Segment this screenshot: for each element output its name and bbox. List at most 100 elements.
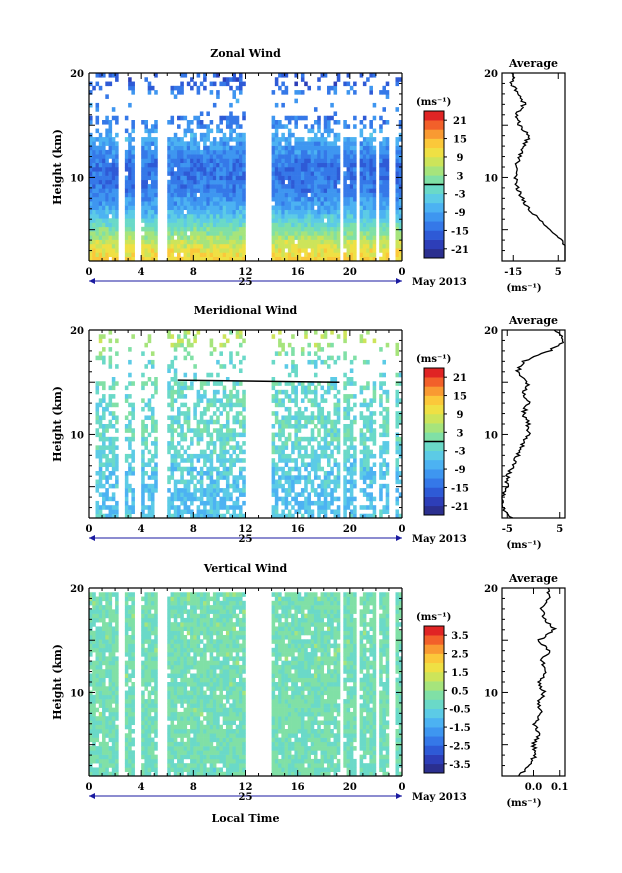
heatmap-cell: [366, 453, 370, 459]
heatmap-cell: [124, 424, 129, 429]
heatmap-cell: [353, 419, 357, 425]
heatmap-cell: [274, 102, 279, 108]
heatmap-cell: [209, 184, 214, 189]
heatmap-cell: [333, 424, 338, 429]
heatmap-cell: [366, 137, 370, 142]
heatmap-cell: [222, 239, 227, 245]
heatmap-cell: [124, 256, 129, 262]
heatmap-cell: [274, 149, 279, 155]
heatmap-cell: [141, 141, 145, 146]
heatmap-cell: [327, 184, 331, 189]
heatmap-cell: [203, 218, 207, 223]
heatmap-cell: [300, 162, 305, 168]
heatmap-cell: [300, 73, 305, 78]
heatmap-cell: [271, 462, 276, 468]
heatmap-cell: [98, 175, 103, 181]
heatmap-cell: [372, 428, 377, 433]
heatmap-cell: [323, 222, 328, 228]
heatmap-cell: [343, 81, 347, 87]
heatmap-cell: [294, 145, 298, 151]
heatmap-cell: [111, 188, 116, 193]
heatmap-cell: [310, 218, 315, 223]
heatmap-cell: [131, 488, 135, 493]
heatmap-cell: [229, 132, 233, 138]
heatmap-cell: [304, 334, 308, 339]
heatmap-cell: [167, 214, 171, 219]
heatmap-cell: [300, 347, 305, 352]
heatmap-cell: [170, 235, 175, 240]
heatmap-cell: [297, 239, 302, 245]
heatmap-cell: [317, 179, 321, 185]
heatmap-cell: [102, 184, 106, 189]
heatmap-cell: [222, 492, 227, 497]
heatmap-cell: [131, 184, 135, 189]
heatmap-cell: [102, 750, 106, 755]
heatmap-cell: [235, 184, 240, 189]
heatmap-cell: [333, 81, 338, 87]
heatmap-cell: [105, 428, 109, 433]
heatmap-cell: [92, 724, 96, 730]
heatmap-cell: [307, 167, 312, 172]
heatmap-cell: [291, 214, 295, 219]
heatmap-cell: [349, 218, 354, 223]
heatmap-cell: [349, 500, 354, 506]
heatmap-cell: [154, 462, 158, 468]
heatmap-cell: [327, 471, 331, 476]
heatmap-cell: [346, 154, 351, 159]
heatmap-cell: [154, 419, 158, 425]
heatmap-cell: [369, 466, 373, 472]
heatmap-cell: [287, 483, 292, 489]
heatmap-cell: [141, 179, 145, 185]
heatmap-cell: [284, 235, 289, 240]
heatmap-cell: [173, 226, 178, 232]
heatmap-cell: [95, 107, 100, 112]
heatmap-cell: [300, 209, 305, 215]
heatmap-cell: [199, 226, 204, 232]
heatmap-cell: [102, 729, 106, 734]
heatmap-cell: [206, 171, 210, 176]
heatmap-cell: [128, 471, 132, 476]
heatmap-cell: [177, 256, 181, 262]
heatmap-cell: [177, 214, 181, 219]
heatmap-cell: [177, 462, 181, 468]
heatmap-cell: [382, 462, 386, 468]
heatmap-cell: [349, 475, 354, 480]
heatmap-cell: [154, 158, 158, 164]
heatmap-cell: [310, 149, 315, 155]
heatmap-cell: [147, 377, 152, 382]
heatmap-cell: [131, 154, 135, 159]
heatmap-cell: [284, 192, 289, 198]
heatmap-cell: [203, 77, 207, 82]
heatmap-cell: [102, 347, 106, 352]
heatmap-cell: [206, 154, 210, 159]
heatmap-cell: [92, 239, 96, 245]
heatmap-cell: [222, 222, 227, 228]
heatmap-cell: [379, 496, 383, 502]
heatmap-cell: [219, 201, 223, 206]
heatmap-cell: [359, 167, 364, 172]
heatmap-cell: [102, 677, 106, 683]
heatmap-cell: [203, 419, 207, 425]
heatmap-cell: [111, 458, 116, 463]
heatmap-cell: [183, 385, 188, 391]
heatmap-cell: [297, 419, 302, 425]
heatmap-cell: [102, 355, 106, 361]
heatmap-cell: [235, 453, 240, 459]
heatmap-cell: [379, 492, 383, 497]
heatmap-cell: [320, 492, 325, 497]
heatmap-cell: [382, 256, 386, 262]
heatmap-cell: [346, 124, 351, 129]
heatmap-cell: [294, 243, 298, 249]
heatmap-cell: [232, 218, 237, 223]
heatmap-cell: [313, 171, 318, 176]
heatmap-cell: [173, 355, 178, 361]
heatmap-cell: [209, 188, 214, 193]
heatmap-cell: [238, 188, 243, 193]
heatmap-cell: [150, 475, 155, 480]
heatmap-cell: [180, 137, 184, 142]
heatmap-cell: [212, 428, 217, 433]
heatmap-cell: [180, 458, 184, 463]
heatmap-cell: [206, 256, 210, 262]
heatmap-cell: [150, 158, 155, 164]
heatmap-cell: [144, 415, 148, 421]
